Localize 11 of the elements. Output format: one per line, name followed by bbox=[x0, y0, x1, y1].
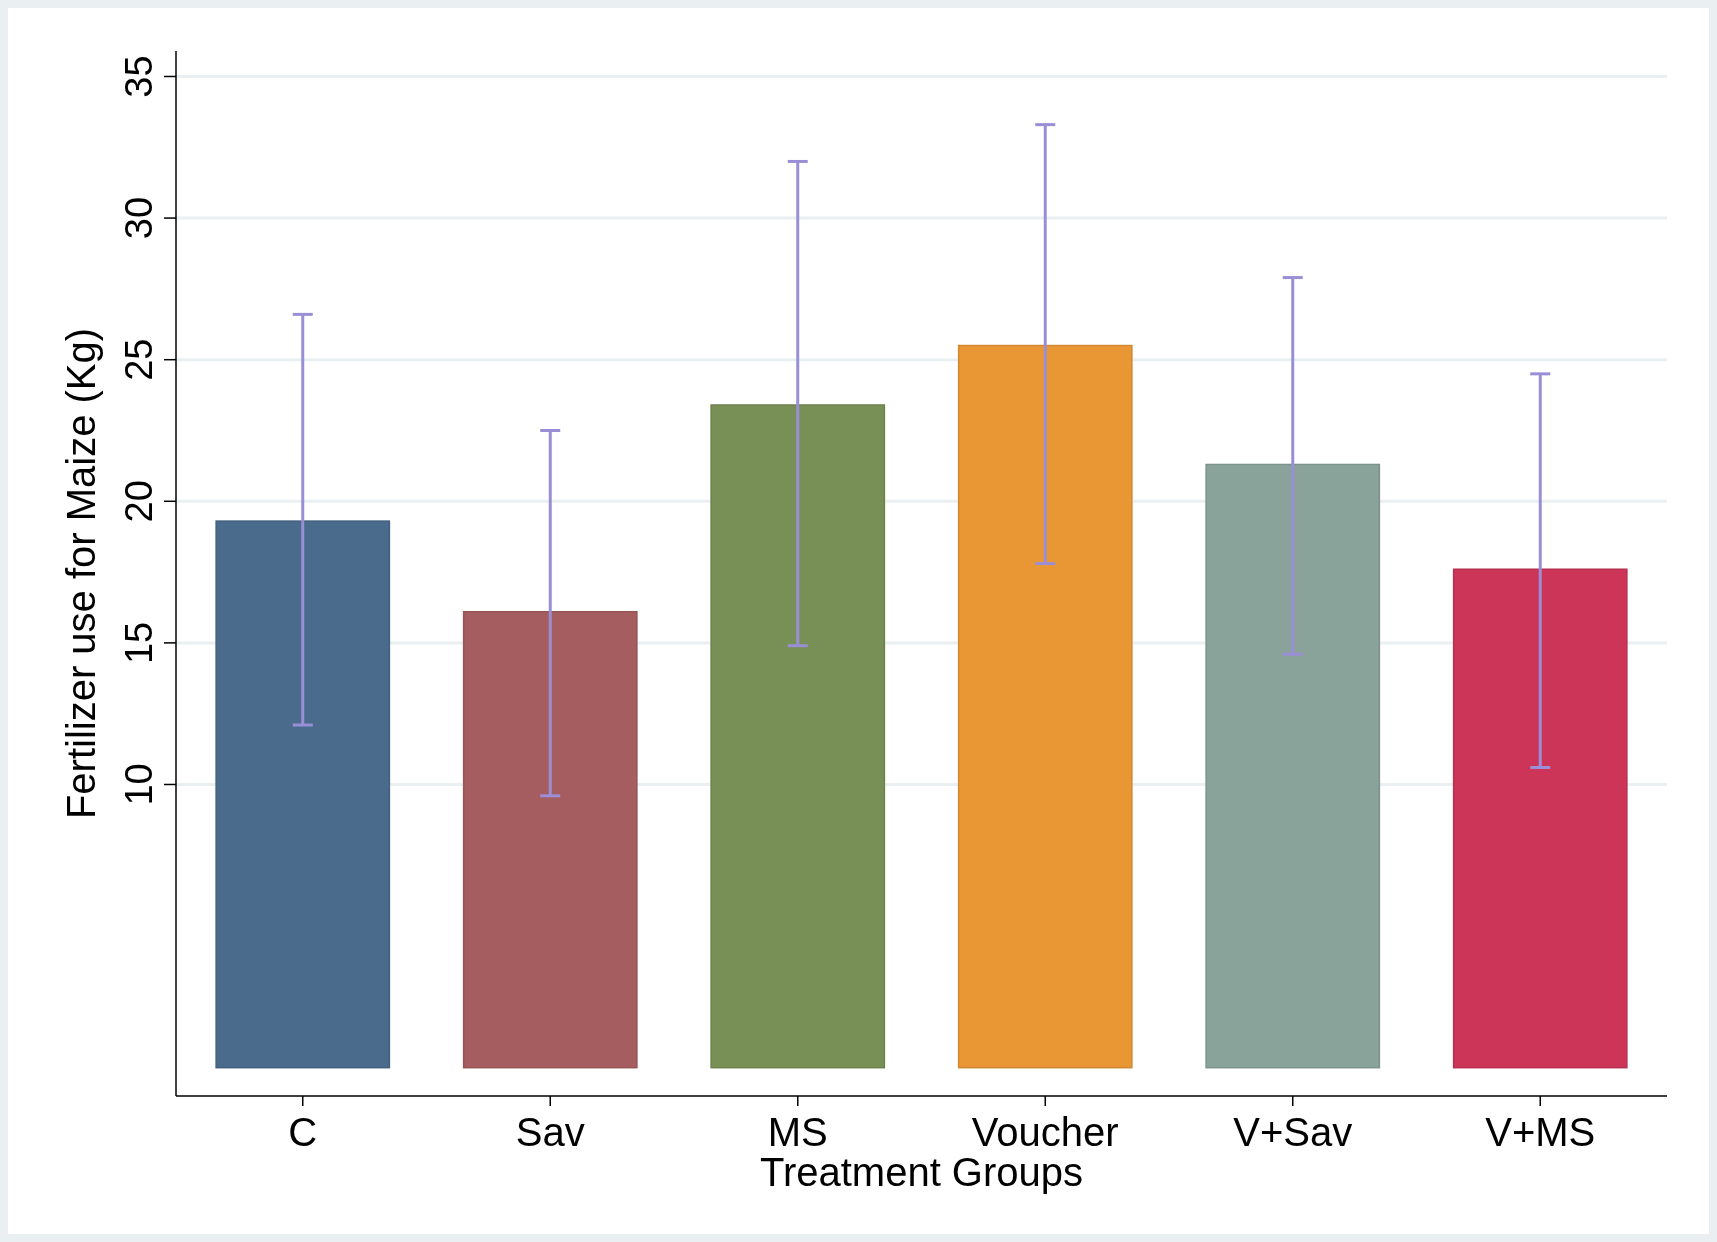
x-tick-label: Sav bbox=[515, 1110, 585, 1154]
y-axis-title: Fertilizer use for Maize (Kg) bbox=[59, 327, 103, 820]
y-tick-label: 35 bbox=[118, 55, 160, 98]
x-tick-label: V+Sav bbox=[1233, 1110, 1353, 1154]
y-tick-label: 15 bbox=[118, 621, 160, 665]
y-tick-label: 20 bbox=[118, 480, 160, 523]
y-tick-label: 25 bbox=[118, 338, 160, 381]
x-tick-label: V+MS bbox=[1485, 1110, 1596, 1154]
y-tick-label: 10 bbox=[118, 763, 160, 806]
y-tick-label: 30 bbox=[118, 196, 160, 240]
x-tick-label: C bbox=[288, 1110, 318, 1154]
